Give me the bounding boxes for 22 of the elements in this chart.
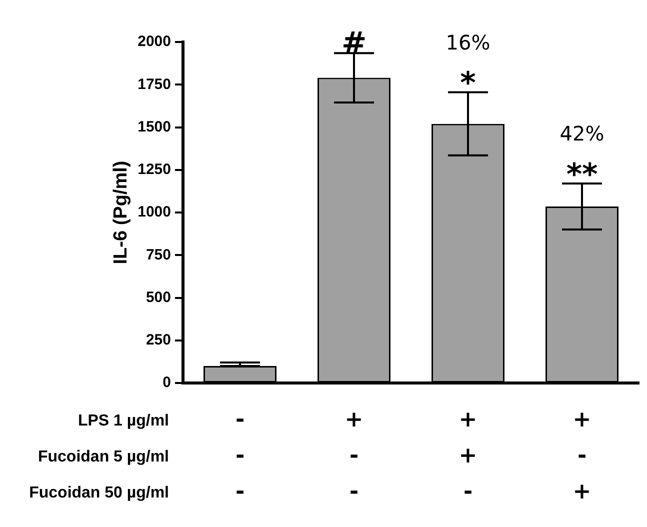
y-tick-label: 750 [146, 246, 171, 264]
y-tick-label: 1000 [138, 204, 171, 221]
annotation: # [341, 26, 367, 62]
x-tick-label: + - - [344, 408, 364, 505]
text: Fucoidan 50 µg/ml [29, 484, 169, 502]
y-tick-label: 0 [162, 374, 171, 392]
x-tick-label: + + - [458, 408, 478, 505]
x-tick-label: + - + [572, 408, 592, 505]
annotation: * [460, 66, 476, 102]
y-tick-label: 1750 [138, 76, 171, 93]
y-tick-label: 1250 [138, 161, 171, 178]
annotation: 42% [560, 122, 604, 146]
y-tick-label: 1500 [138, 118, 171, 136]
x-tick-label: - - - [235, 408, 245, 505]
y-tick-label: 250 [146, 332, 171, 349]
y-tick-label: 2000 [138, 33, 171, 50]
text: Fucoidan 5 µg/ml [38, 448, 169, 466]
annotation: 16% [446, 30, 490, 54]
y-axis-title: IL-6 (Pg/ml) [110, 160, 132, 264]
y-tick-label: 500 [146, 288, 171, 306]
annotation: ** [566, 157, 598, 192]
text: LPS 1 µg/ml [78, 412, 169, 430]
